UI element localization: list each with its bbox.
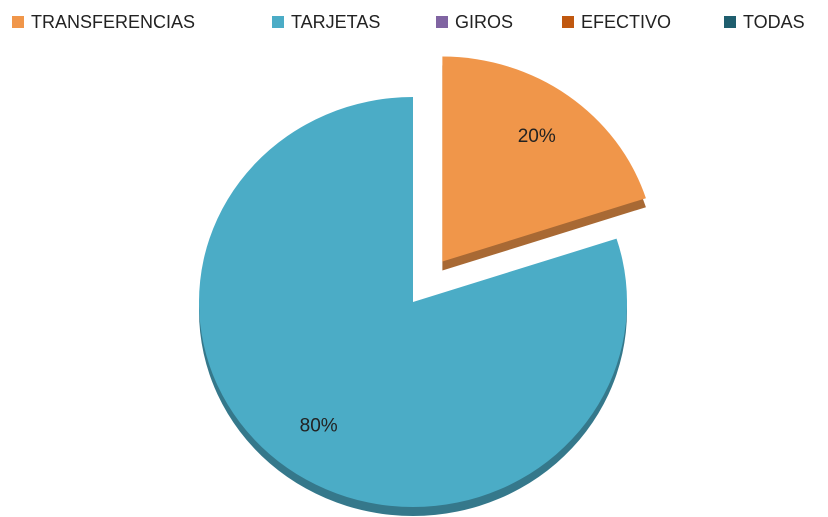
legend-label: TARJETAS: [291, 12, 380, 32]
legend-label: EFECTIVO: [581, 12, 671, 32]
data-label: 20%: [518, 126, 556, 147]
legend-label: TRANSFERENCIAS: [31, 12, 195, 32]
legend-label: GIROS: [455, 12, 513, 32]
slice: [199, 97, 628, 507]
legend-label: TODAS: [743, 12, 805, 32]
legend-swatch: [562, 16, 574, 28]
legend-swatch: [436, 16, 448, 28]
slice: [442, 56, 646, 262]
legend-swatch: [272, 16, 284, 28]
data-label: 80%: [300, 415, 338, 436]
legend-swatch: [724, 16, 736, 28]
legend-swatch: [12, 16, 24, 28]
